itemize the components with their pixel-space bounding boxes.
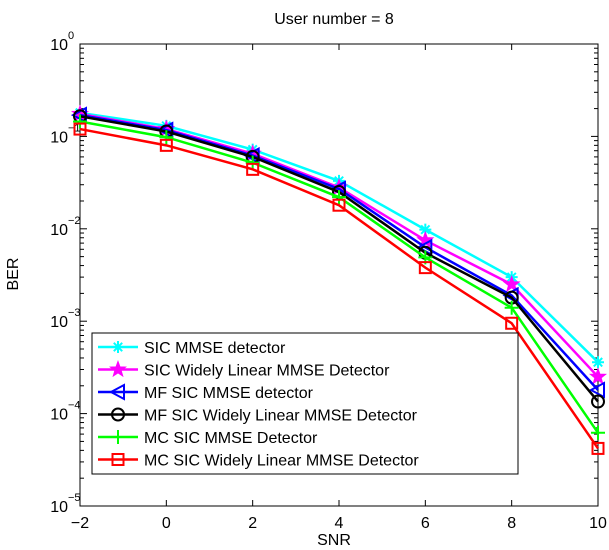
x-tick-label: 4 — [335, 515, 344, 532]
x-tick-label: 6 — [421, 515, 430, 532]
y-tick-label: 10 — [50, 222, 68, 239]
data-point — [592, 356, 604, 369]
legend-label: MC SIC Widely Linear MMSE Detector — [144, 453, 419, 470]
data-point — [419, 223, 432, 236]
data-point — [591, 394, 605, 409]
x-tick-label: 8 — [507, 515, 516, 532]
y-tick-exponent: −4 — [68, 400, 81, 412]
legend-entry: MC SIC MMSE Detector — [98, 430, 318, 447]
series-1 — [74, 106, 604, 369]
y-tick-label: 10 — [50, 37, 68, 54]
data-point — [73, 122, 87, 136]
legend-entry: SIC MMSE detector — [98, 340, 286, 357]
legend-box — [91, 332, 519, 475]
data-point — [504, 300, 519, 315]
series-line — [79, 111, 599, 364]
legend-entry: MF SIC MMSE detector — [98, 383, 314, 402]
x-tick-label: 0 — [162, 515, 171, 532]
legend: SIC MMSE detector SIC Widely Linear MMSE … — [91, 332, 519, 475]
series-line — [79, 113, 599, 391]
y-axis-label: BER — [5, 258, 22, 291]
data-point — [73, 114, 87, 129]
x-tick-label: 2 — [248, 515, 257, 532]
legend-label: SIC Widely Linear MMSE Detector — [144, 363, 390, 380]
legend-entry: MC SIC Widely Linear MMSE Detector — [98, 453, 419, 470]
data-point — [332, 190, 346, 205]
legend-marker — [111, 453, 125, 466]
y-tick-exponent: −2 — [68, 215, 81, 227]
legend-label: MF SIC Widely Linear MMSE Detector — [144, 408, 418, 425]
legend-label: SIC MMSE detector — [144, 340, 286, 357]
x-tick-label: −2 — [71, 515, 89, 532]
y-tick-label: 10 — [50, 314, 68, 331]
x-tick-label: 10 — [589, 515, 607, 532]
x-axis-label: SNR — [317, 532, 351, 549]
data-point — [588, 367, 608, 385]
legend-marker — [112, 341, 124, 353]
y-tick-label: 10 — [50, 499, 68, 516]
legend-label: MF SIC MMSE detector — [144, 385, 314, 402]
data-point — [588, 381, 605, 399]
data-point — [505, 316, 519, 330]
data-point — [332, 198, 346, 212]
data-point — [591, 441, 605, 455]
data-point — [418, 261, 432, 275]
data-point — [502, 274, 521, 293]
legend-label: MC SIC MMSE Detector — [144, 430, 318, 447]
legend-marker — [108, 360, 128, 378]
series-6 — [73, 122, 605, 455]
chart-title: User number = 8 — [274, 11, 394, 28]
data-point — [246, 162, 260, 176]
legend-marker — [108, 383, 125, 401]
legend-marker — [111, 407, 125, 422]
y-tick-exponent: −5 — [68, 492, 81, 504]
data-point — [159, 138, 173, 152]
series-line — [79, 127, 600, 450]
data-point — [245, 155, 260, 170]
data-point — [159, 130, 174, 145]
legend-entry: SIC Widely Linear MMSE Detector — [98, 360, 390, 380]
data-point — [591, 425, 605, 440]
series-5 — [73, 114, 605, 440]
legend-marker — [111, 430, 125, 444]
legend-entry: MF SIC Widely Linear MMSE Detector — [98, 407, 418, 425]
y-tick-exponent: 0 — [68, 30, 74, 42]
y-tick-exponent: −3 — [68, 307, 81, 319]
y-tick-label: 10 — [50, 407, 68, 424]
y-tick-label: 10 — [50, 129, 68, 146]
